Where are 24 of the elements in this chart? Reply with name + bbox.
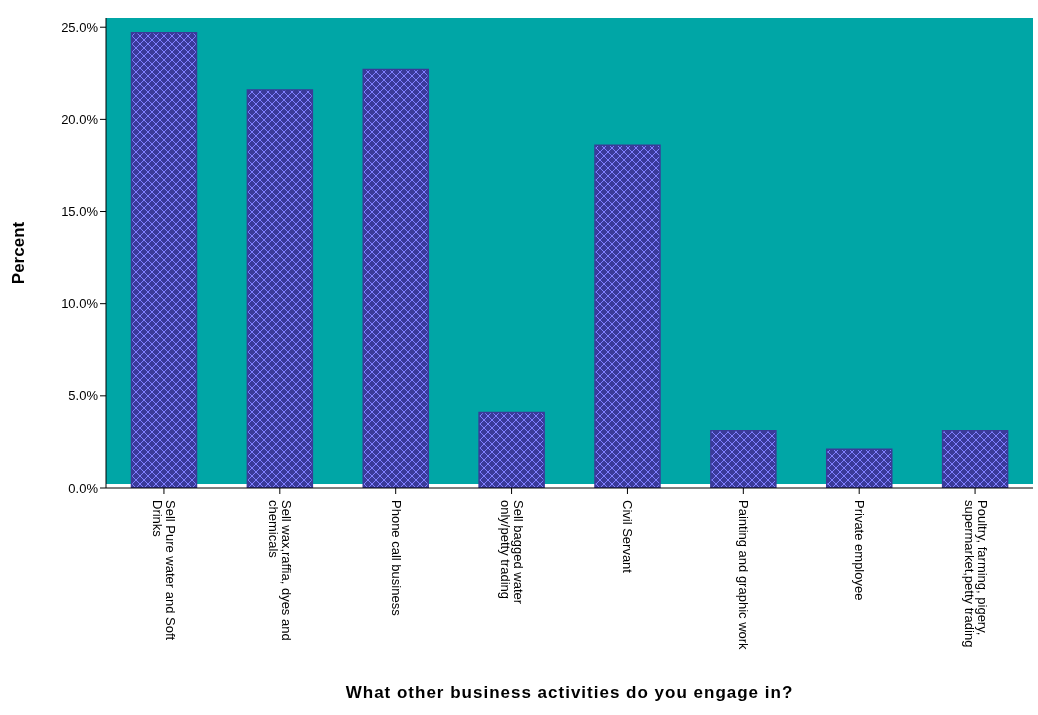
y-tick-label: 20.0% [61,111,99,127]
y-tick-label: 0.0% [68,480,99,496]
y-tick-label: 25.0% [61,19,99,35]
y-tick-label: 10.0% [61,296,99,312]
bar [246,89,314,488]
bar [710,430,777,488]
bar [825,448,893,488]
x-tick-label: Painting and graphic work [736,500,752,651]
y-tick-label: 5.0% [68,388,99,404]
y-tick-label: 15.0% [61,204,99,220]
x-axis-title: What other business activities do you engage in? [345,683,794,702]
x-tick-label: Sell bagged water only/petty trading [498,500,527,605]
x-tick-label: Private employee [852,500,868,601]
bar [478,411,545,488]
bar [130,32,198,488]
x-tick-label: Phone call business [388,500,404,617]
x-tick-label: Sell wax,raffia, dyes and chemicals [266,500,295,641]
bar [594,144,661,488]
y-axis-title: Percent [9,221,29,285]
x-tick-label: Sell Pure water and Soft Drinks [150,500,179,641]
bar [362,68,429,488]
x-tick-label: Civil Servant [620,500,636,574]
bar [941,430,1009,488]
x-tick-label: Poultry, farming, pigery, supermarket,petty trading [961,500,990,648]
